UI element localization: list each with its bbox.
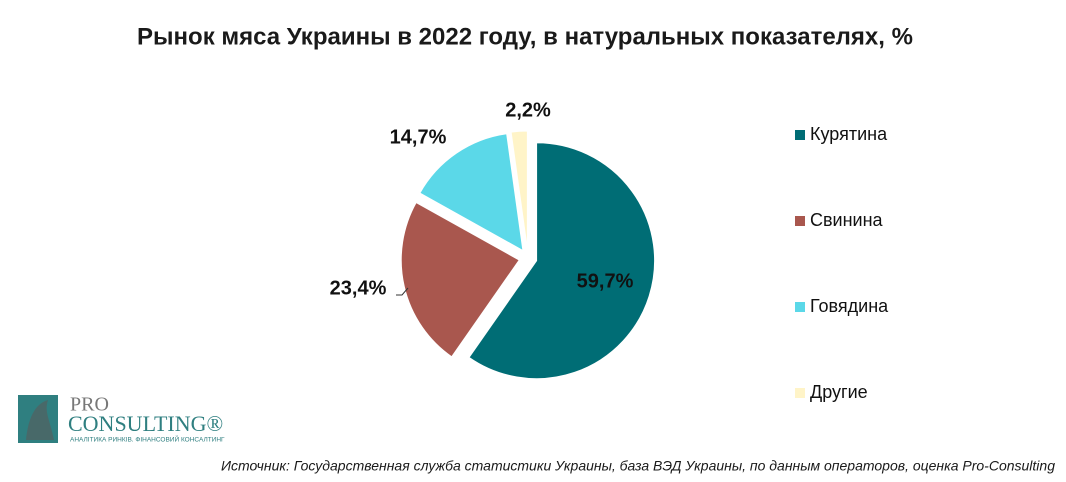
logo-pro: PRO <box>70 394 109 416</box>
pie-slice <box>419 133 524 252</box>
data-label: 23,4% <box>330 277 387 299</box>
legend-label: Говядина <box>810 296 889 316</box>
data-label: 14,7% <box>390 126 447 148</box>
leader-line <box>396 287 409 296</box>
legend-swatch <box>795 130 805 140</box>
chart-title: Рынок мяса Украины в 2022 году, в натура… <box>137 23 913 50</box>
data-label: 2,2% <box>505 99 551 121</box>
legend-swatch <box>795 216 805 226</box>
pie-slice <box>400 201 520 358</box>
data-label: 59,7% <box>577 270 634 292</box>
legend-label: Курятина <box>810 124 888 144</box>
logo: PRO CONSULTING® АНАЛІТИКА РИНКІВ. ФІНАНС… <box>18 394 225 444</box>
legend-swatch <box>795 302 805 312</box>
pie-slice <box>468 142 656 380</box>
logo-figure <box>26 400 54 440</box>
legend-label: Свинина <box>810 210 884 230</box>
logo-main: CONSULTING® <box>68 411 223 436</box>
pie-slice <box>510 130 528 250</box>
source: Источник: Государственная служба статист… <box>221 458 1055 474</box>
legend-swatch <box>795 388 805 398</box>
logo-tagline: АНАЛІТИКА РИНКІВ. ФІНАНСОВИЙ КОНСАЛТИНГ <box>70 435 225 444</box>
legend-label: Другие <box>810 382 868 402</box>
